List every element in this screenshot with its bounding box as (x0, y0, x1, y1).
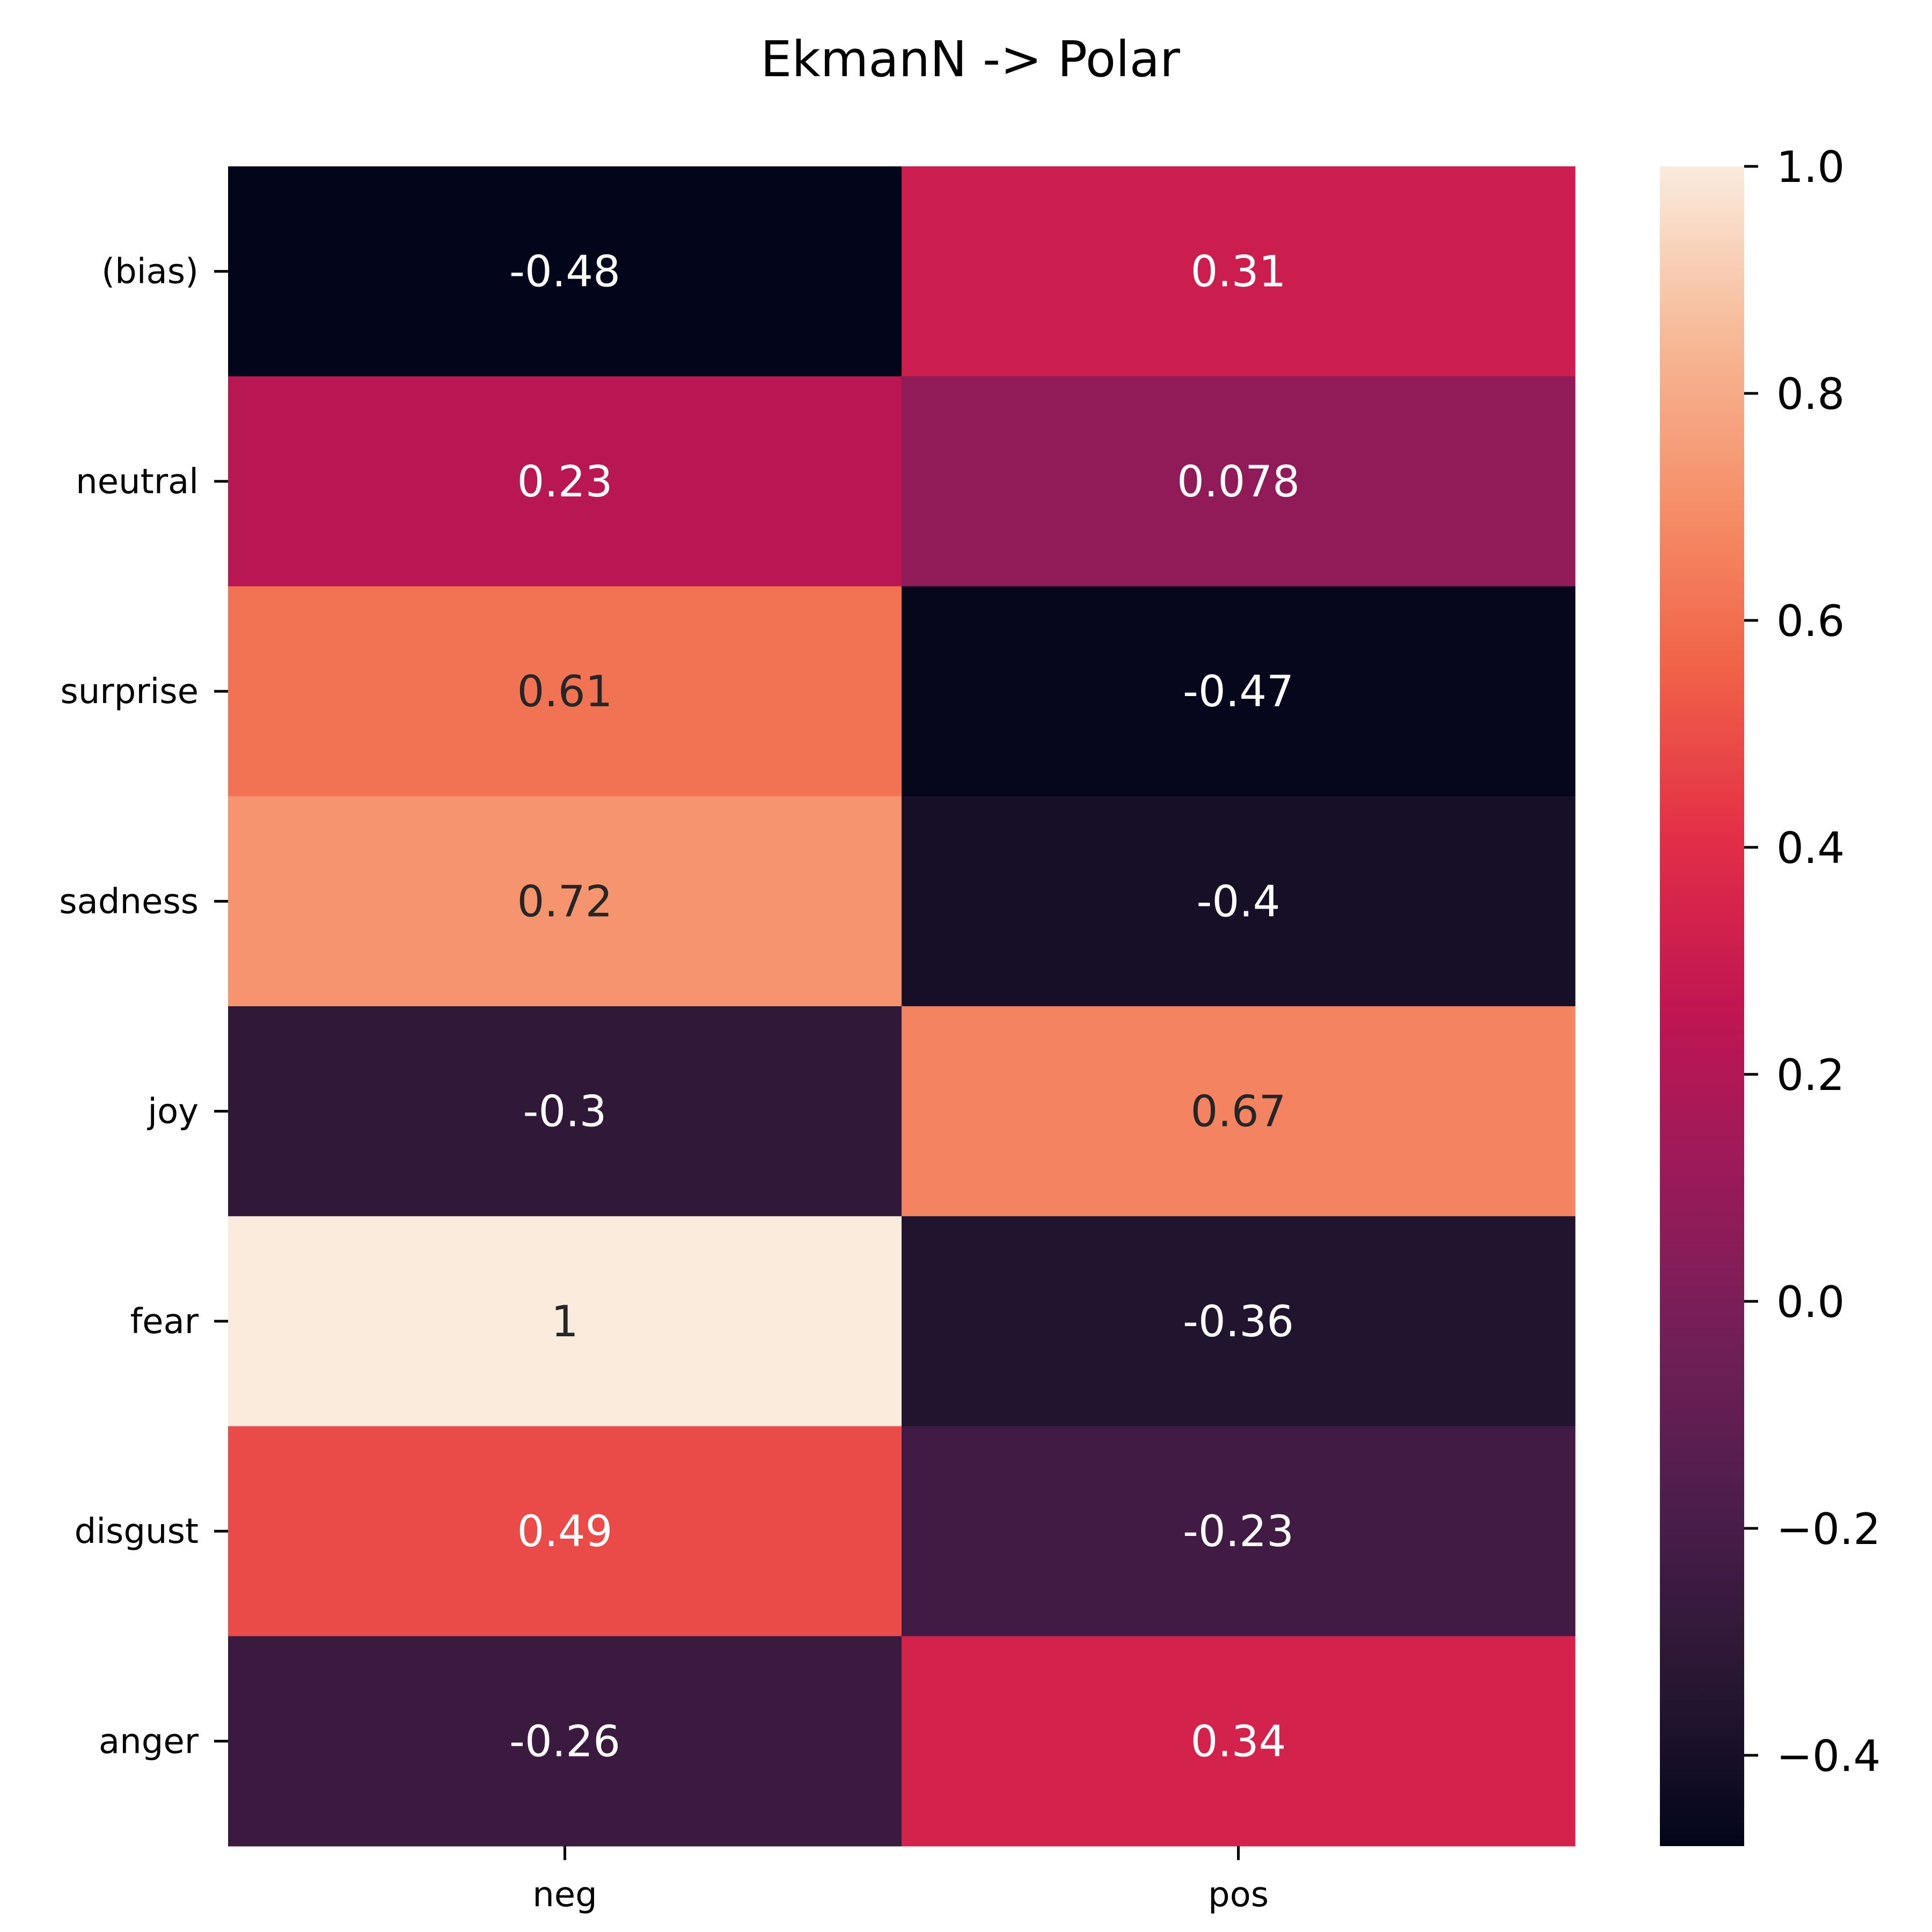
colorbar-tick-label: 0.6 (1776, 596, 1845, 646)
chart-title: EkmanN -> Polar (760, 31, 1180, 88)
colorbar-gradient (1660, 166, 1744, 1846)
heatmap-cell (902, 376, 1576, 587)
cell-value-label: 0.31 (1190, 247, 1286, 297)
heatmap-cell (228, 796, 902, 1007)
heatmap-cell (228, 1006, 902, 1217)
y-tick-label: surprise (60, 672, 199, 712)
cell-value-label: 0.34 (1190, 1716, 1286, 1766)
heatmap-cell (228, 1636, 902, 1847)
colorbar-tick-label: 0.0 (1776, 1277, 1845, 1327)
cell-value-label: -0.47 (1183, 667, 1294, 716)
colorbar: 1.0 0.8 0.6 0.4 0.2 0.0 −0.2 −0.4 (1660, 142, 1880, 1846)
cell-value-label: 0.72 (517, 876, 612, 926)
cell-value-label: 0.49 (517, 1506, 612, 1556)
cell-value-label: -0.36 (1183, 1297, 1294, 1346)
x-tick-label: neg (532, 1875, 597, 1915)
colorbar-tick-label: −0.4 (1776, 1731, 1880, 1781)
cell-value-label: -0.26 (509, 1716, 620, 1766)
heatmap-cell (228, 586, 902, 797)
heatmap-cell (228, 376, 902, 587)
y-tick-label: neutral (76, 462, 199, 502)
x-tick-label: pos (1208, 1875, 1269, 1915)
heatmap-cell (902, 796, 1576, 1007)
colorbar-tick-label: 0.8 (1776, 369, 1845, 419)
x-axis: neg pos (532, 1846, 1269, 1915)
heatmap-cell (902, 1426, 1576, 1637)
colorbar-tick-label: 1.0 (1776, 142, 1845, 192)
colorbar-tick-label: 0.2 (1776, 1050, 1845, 1100)
colorbar-tick-label: 0.4 (1776, 823, 1845, 873)
cell-value-label: 1 (551, 1297, 579, 1346)
heatmap-cell-labels: -0.48 0.31 0.23 0.078 0.61 -0.47 0.72 -0.4 -0.3 0… (509, 247, 1300, 1767)
y-tick-label: anger (99, 1722, 199, 1761)
heatmap-cell (902, 1006, 1576, 1217)
y-tick-label: joy (147, 1092, 199, 1132)
heatmap-cell (902, 166, 1576, 377)
heatmap-cells (228, 166, 1576, 1847)
cell-value-label: -0.3 (523, 1087, 606, 1137)
y-tick-label: sadness (59, 882, 199, 921)
y-tick-label: fear (130, 1302, 199, 1342)
heatmap-cell (228, 1426, 902, 1637)
cell-value-label: -0.48 (509, 247, 620, 297)
cell-value-label: 0.23 (517, 457, 612, 507)
heatmap-cell (902, 1216, 1576, 1426)
y-tick-label: (bias) (101, 252, 199, 292)
heatmap-cell (902, 586, 1576, 797)
heatmap-cell (228, 166, 902, 377)
cell-value-label: 0.61 (517, 667, 612, 716)
cell-value-label: -0.23 (1183, 1506, 1294, 1556)
y-tick-label: disgust (75, 1512, 199, 1552)
heatmap-cell (902, 1636, 1576, 1847)
colorbar-tick-label: −0.2 (1776, 1504, 1880, 1554)
y-axis: (bias) neutral surprise sadness joy fear disgu… (59, 252, 228, 1761)
cell-value-label: 0.078 (1177, 457, 1300, 507)
cell-value-label: 0.67 (1190, 1087, 1286, 1137)
cell-value-label: -0.4 (1196, 876, 1280, 926)
heatmap-cell (228, 1216, 902, 1426)
